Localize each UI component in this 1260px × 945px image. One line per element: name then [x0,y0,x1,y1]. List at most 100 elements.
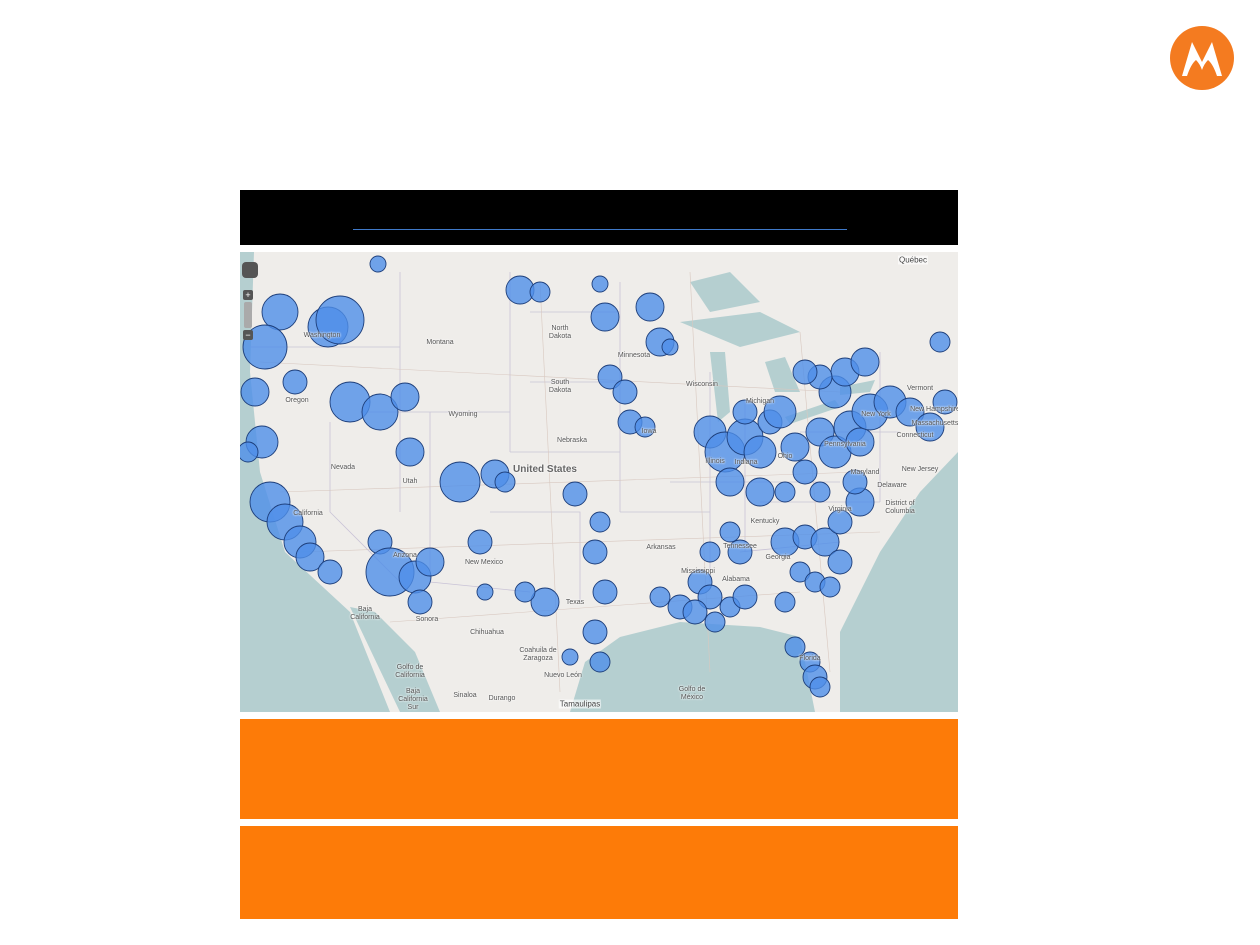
map-label: New York [861,411,891,418]
lake-huron [765,357,800,392]
coverage-area [810,527,840,557]
coverage-area [763,395,797,429]
coverage-area [592,579,618,605]
coverage-area [240,441,259,463]
map-label: Illinois [705,458,725,465]
coverage-area [697,584,723,610]
map-label: Sinaloa [453,692,477,699]
map-label: Iowa [641,428,657,435]
zoom-out-button[interactable]: − [243,330,253,340]
map-label: Mississippi [681,568,715,575]
map-label: Maryland [850,469,880,476]
hudson-area-water [690,272,760,312]
coverage-area [635,292,665,322]
coverage-area [634,416,656,438]
header-link-underline[interactable] [353,229,847,230]
map-label: Connecticut [896,432,934,439]
map-label: Indiana [734,459,758,466]
orange-panel-top [240,719,958,819]
pan-icon[interactable] [242,262,258,278]
coverage-area [895,397,925,427]
coverage-area [780,432,810,462]
map-label: Golfo de California [395,664,425,679]
coverage-area [842,469,868,495]
coverage-area [562,481,588,507]
coverage-area [827,509,853,535]
coverage-area [792,359,818,385]
map-label: United States [513,464,577,475]
map-label: Michigan [745,398,775,405]
coverage-area [317,559,343,585]
coverage-area [809,481,831,503]
map-label: New Hampshire [910,406,958,413]
coverage-area [439,461,481,503]
map-label: Tamaulipas [558,699,602,709]
map-label: Golfo de México [678,686,706,701]
coverage-area [704,611,726,633]
coverage-area [784,636,806,658]
coverage-area [649,586,671,608]
coverage-area [582,619,608,645]
coverage-area [845,427,875,457]
map-label: South Dakota [548,379,572,394]
coverage-area [494,471,516,493]
map-label: Baja California Sur [398,688,428,711]
coverage-area [361,393,399,431]
map-canvas [240,252,958,712]
coverage-area [530,587,560,617]
coverage-area [774,591,796,613]
coverage-area [591,275,609,293]
zoom-in-button[interactable]: + [243,290,253,300]
map-label: Pennsylvania [824,441,866,448]
coverage-area [315,295,365,345]
coverage-area [719,521,741,543]
zoom-slider[interactable] [244,302,252,328]
header-bar [240,190,958,245]
map-label: Utah [402,478,418,485]
coverage-area [915,412,945,442]
coverage-area [727,539,753,565]
coverage-area [715,467,745,497]
road [799,331,831,673]
map-label: Virginia [828,506,852,513]
map-label: Nevada [330,464,356,471]
coverage-area [774,481,796,503]
coverage-area [732,399,758,425]
map-label: Québec [897,255,929,265]
map-label: Vermont [906,385,934,392]
coverage-area [732,584,758,610]
map-label: Kentucky [750,518,780,525]
orange-panel-bottom [240,826,958,919]
coverage-area [789,561,811,583]
motorola-logo [1170,26,1234,90]
coverage-area [514,581,536,603]
coverage-area [240,377,270,407]
road [539,281,561,693]
map-label: Nuevo León [544,672,582,679]
coverage-area [932,389,958,415]
coverage-area [561,648,579,666]
coverage-area [827,549,853,575]
map-label: Massachusetts [911,420,958,427]
coverage-area [390,382,420,412]
map-label: Tennessee [723,543,757,550]
map-label: Minnesota [617,352,651,359]
map-label: Texas [565,599,585,606]
coverage-area [850,347,880,377]
map-label: District of Columbia [885,500,915,515]
coverage-map[interactable]: + − Washington Oregon Montana North Dako… [240,252,958,712]
coverage-area [745,477,775,507]
coverage-area [476,583,494,601]
map-label: North Dakota [548,325,572,340]
map-label: New Jersey [901,466,939,473]
gulf-of-california [350,607,440,712]
coverage-area [242,324,288,370]
map-label: Montana [426,339,454,346]
lake-superior [680,312,800,347]
map-label: Ohio [777,453,793,460]
coverage-area [661,338,679,356]
coverage-area [590,302,620,332]
map-label: Wisconsin [686,381,718,388]
map-label: Chihuahua [470,629,504,636]
atlantic-ocean [840,452,958,712]
